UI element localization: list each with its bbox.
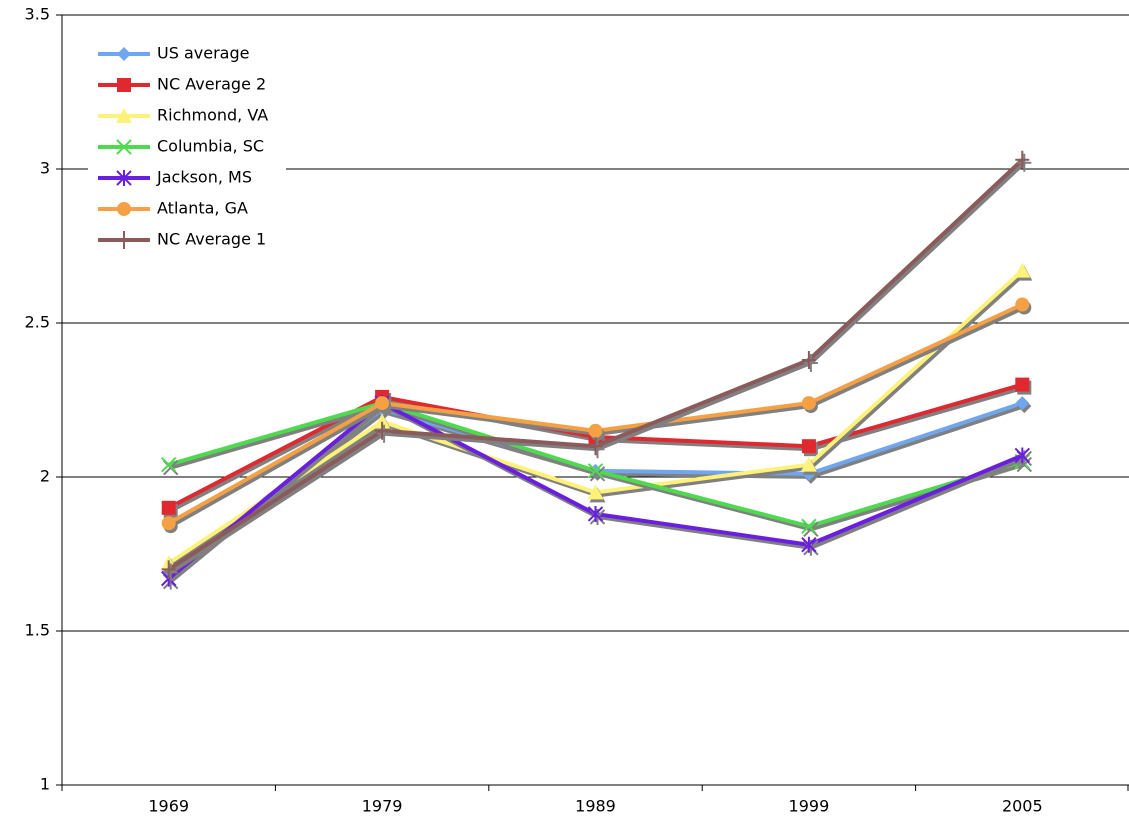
legend-marker [117, 202, 131, 216]
y-tick-label: 2 [40, 467, 50, 486]
y-tick-label: 1.5 [25, 621, 50, 640]
data-point [161, 560, 176, 579]
data-point [1015, 297, 1030, 312]
marker-shadow [163, 563, 178, 582]
data-point [588, 437, 603, 456]
data-point [801, 518, 817, 534]
data-point [801, 350, 816, 369]
marker-shadow [803, 353, 818, 372]
data-point [1014, 447, 1031, 464]
marker-shadow [1017, 153, 1032, 172]
marker-shadow [377, 424, 392, 443]
legend-marker [117, 231, 131, 249]
x-tick-label: 1979 [362, 797, 403, 816]
data-point [375, 421, 390, 440]
legend-label: Columbia, SC [157, 137, 264, 156]
legend-label: NC Average 2 [157, 75, 266, 94]
data-point [374, 413, 391, 429]
legend-label: Atlanta, GA [157, 199, 248, 218]
data-point [1015, 396, 1030, 411]
x-tick-label: 1999 [789, 797, 830, 816]
data-point [587, 505, 604, 522]
data-point [800, 456, 817, 472]
legend-label: Jackson, MS [156, 168, 252, 187]
data-point [588, 423, 603, 438]
marker-shadow [590, 440, 605, 459]
y-tick-label: 3.5 [25, 5, 50, 24]
data-point [801, 439, 816, 454]
data-point [160, 456, 177, 473]
legend-marker [116, 170, 132, 186]
legend-marker [117, 47, 131, 61]
legend-label: Richmond, VA [157, 106, 268, 125]
legend-marker [116, 139, 132, 155]
y-tick-label: 2.5 [25, 313, 50, 332]
legend: US average NC Average 2 Richmond, VA Columb… [88, 36, 286, 264]
data-point [375, 396, 390, 411]
legend-marker [116, 108, 132, 123]
data-point [1014, 262, 1031, 278]
y-tick-label: 3 [40, 159, 50, 178]
data-point [161, 516, 176, 531]
data-point [161, 500, 176, 515]
data-point [587, 463, 604, 479]
legend-label: US average [157, 44, 249, 63]
x-tick-label: 1969 [148, 797, 189, 816]
legend-marker [117, 78, 131, 92]
data-point [587, 484, 604, 500]
data-point [1015, 377, 1030, 392]
y-tick-label: 1 [40, 775, 50, 794]
x-tick-label: 2005 [1002, 797, 1043, 816]
data-point [801, 396, 816, 411]
data-point [801, 536, 817, 553]
legend-label: NC Average 1 [157, 230, 266, 249]
x-tick-label: 1989 [575, 797, 616, 816]
data-point [1015, 150, 1030, 169]
